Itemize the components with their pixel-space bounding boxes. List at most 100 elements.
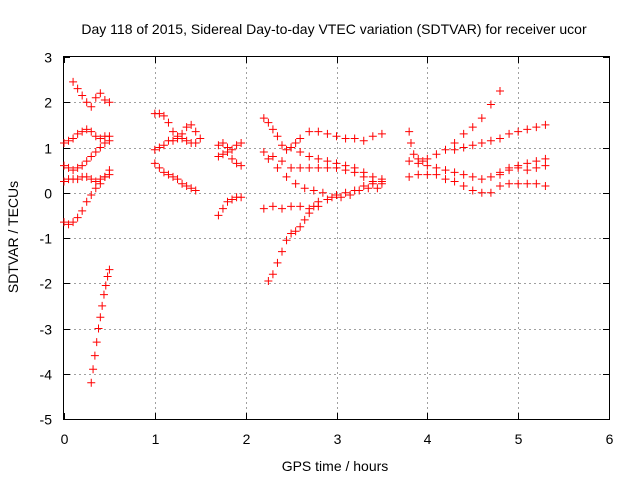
data-point (432, 170, 441, 179)
data-point (182, 181, 191, 190)
data-point (496, 181, 504, 190)
data-point (60, 161, 68, 170)
data-point (337, 193, 346, 202)
data-point (159, 141, 168, 150)
x-tick-label: 3 (334, 431, 342, 447)
y-tick-label: 0 (44, 186, 52, 202)
data-point (223, 197, 232, 206)
y-tick-labels: -5 -4 -3 -2 -1 0 1 2 3 (40, 50, 53, 428)
series-arc-12 (214, 193, 246, 220)
data-point (350, 186, 359, 195)
data-point (532, 163, 541, 172)
series-arc-17 (259, 177, 386, 213)
data-point (368, 179, 377, 188)
data-point (228, 154, 237, 163)
series-arc-5 (60, 166, 114, 229)
data-point (305, 163, 314, 172)
data-point (332, 191, 341, 200)
data-point (532, 179, 541, 188)
data-point (64, 220, 73, 229)
data-point (296, 202, 305, 211)
data-point (296, 163, 305, 172)
data-point (96, 89, 105, 98)
data-point (532, 157, 541, 166)
data-point (341, 161, 350, 170)
data-point (496, 170, 504, 179)
y-tick-label: -4 (40, 367, 53, 383)
data-point (259, 204, 268, 213)
data-point (232, 159, 241, 168)
data-point (91, 132, 100, 141)
data-point (237, 138, 246, 147)
data-point (296, 148, 305, 157)
data-point (155, 143, 164, 152)
data-point (314, 197, 323, 206)
data-point (264, 118, 273, 127)
data-point (91, 184, 100, 193)
data-point (350, 163, 359, 172)
data-point (468, 172, 477, 181)
data-point (100, 172, 109, 181)
series-arc-6 (87, 265, 114, 387)
data-point (87, 378, 96, 387)
data-point (82, 197, 91, 206)
data-point (541, 120, 550, 129)
data-point (305, 127, 314, 136)
data-point (155, 109, 164, 118)
data-point (459, 181, 468, 190)
y-axis-label: SDTVAR / TECUs (5, 181, 21, 293)
y-tick-label: -1 (40, 231, 53, 247)
data-point (105, 265, 114, 274)
data-point (264, 276, 273, 285)
data-point (187, 184, 196, 193)
data-point (282, 145, 291, 154)
x-axis-label: GPS time / hours (282, 458, 389, 474)
x-tick-label: 0 (61, 431, 69, 447)
data-point (368, 172, 377, 181)
data-point (228, 145, 237, 154)
data-point (60, 218, 68, 227)
data-point (414, 170, 423, 179)
data-point (287, 229, 296, 238)
data-point (296, 222, 305, 231)
series-arc-21 (405, 170, 495, 197)
data-point (237, 161, 246, 170)
data-point (60, 177, 68, 186)
data-point (105, 136, 114, 145)
data-point (309, 202, 318, 211)
x-tick-label: 1 (152, 431, 160, 447)
data-point (164, 118, 173, 127)
y-tick-label: 2 (44, 95, 52, 111)
data-point (78, 127, 87, 136)
series-arc-24 (496, 179, 550, 190)
data-point (486, 136, 495, 145)
data-point (346, 191, 355, 200)
data-point (214, 211, 223, 220)
data-point (214, 152, 223, 161)
data-point (64, 163, 73, 172)
data-point (96, 143, 105, 152)
data-point (178, 179, 187, 188)
data-point (341, 188, 350, 197)
data-point (264, 154, 273, 163)
data-point (282, 236, 291, 245)
data-point (459, 129, 468, 138)
series-arc-4 (60, 170, 114, 186)
data-point (101, 281, 110, 290)
data-point (523, 179, 532, 188)
data-point (91, 148, 100, 157)
data-point (300, 184, 309, 193)
data-point (191, 186, 200, 195)
series-arc-22 (450, 120, 550, 154)
data-point (523, 125, 532, 134)
data-point (350, 134, 359, 143)
data-point (541, 154, 550, 163)
data-point (218, 204, 227, 213)
data-point (505, 129, 514, 138)
data-point (87, 152, 96, 161)
data-point (259, 148, 268, 157)
data-point (78, 161, 87, 170)
data-point (450, 177, 459, 186)
data-point (91, 177, 100, 186)
data-point (73, 129, 82, 138)
